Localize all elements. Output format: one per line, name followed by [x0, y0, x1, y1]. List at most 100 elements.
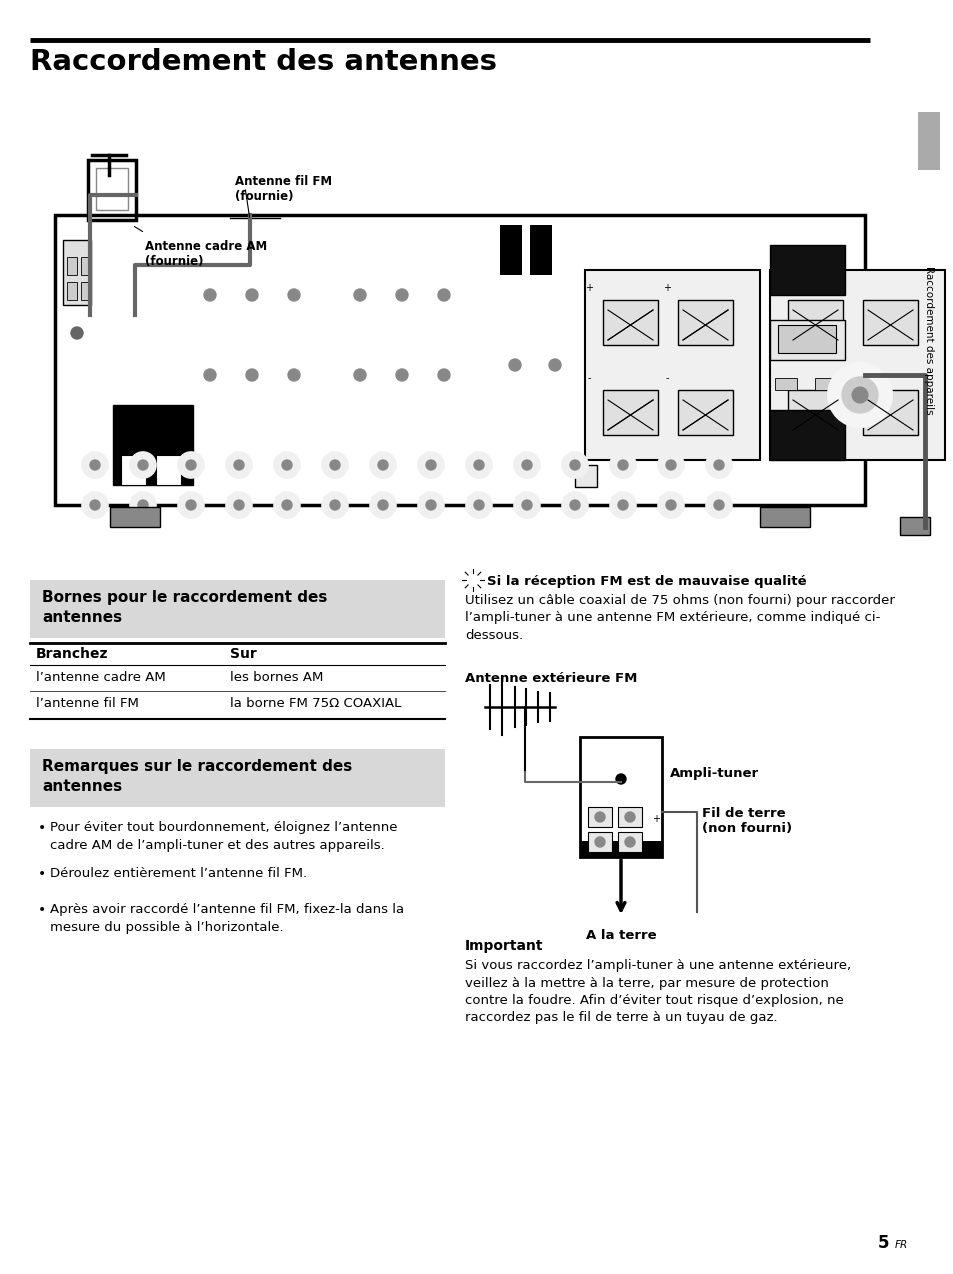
Circle shape	[90, 499, 100, 510]
Text: •: •	[38, 868, 46, 882]
Text: •: •	[38, 820, 46, 834]
Bar	[602, 390, 658, 434]
Circle shape	[282, 460, 292, 470]
Bar	[760, 507, 809, 527]
Circle shape	[395, 289, 408, 301]
Text: Raccordement des antennes: Raccordement des antennes	[30, 48, 497, 76]
Text: +: +	[651, 814, 659, 824]
Circle shape	[204, 369, 215, 381]
Circle shape	[417, 452, 443, 478]
Circle shape	[658, 452, 683, 478]
Circle shape	[233, 499, 244, 510]
Circle shape	[330, 460, 339, 470]
Bar	[81, 282, 91, 299]
Bar	[787, 390, 842, 434]
Bar	[862, 299, 917, 345]
Bar	[63, 240, 91, 304]
Circle shape	[138, 499, 148, 510]
Circle shape	[474, 460, 483, 470]
Text: Raccordement des appareils: Raccordement des appareils	[923, 266, 933, 414]
Circle shape	[178, 452, 204, 478]
Bar	[587, 806, 612, 827]
Circle shape	[370, 492, 395, 519]
Text: Antenne cadre AM
(fournie): Antenne cadre AM (fournie)	[145, 240, 267, 268]
Text: •: •	[38, 903, 46, 917]
Circle shape	[322, 492, 348, 519]
Bar	[899, 517, 929, 535]
Circle shape	[274, 452, 299, 478]
Bar	[530, 225, 552, 275]
Circle shape	[624, 837, 635, 847]
Text: Bornes pour le raccordement des
antennes: Bornes pour le raccordement des antennes	[42, 590, 327, 624]
Circle shape	[246, 289, 257, 301]
Bar	[862, 390, 917, 434]
Circle shape	[705, 492, 731, 519]
Circle shape	[618, 460, 627, 470]
Circle shape	[226, 452, 252, 478]
Bar	[499, 225, 521, 275]
Circle shape	[226, 492, 252, 519]
Circle shape	[624, 812, 635, 822]
Circle shape	[274, 492, 299, 519]
Circle shape	[569, 460, 579, 470]
Circle shape	[282, 499, 292, 510]
Circle shape	[521, 499, 532, 510]
Text: les bornes AM: les bornes AM	[230, 671, 323, 684]
Circle shape	[354, 369, 366, 381]
Circle shape	[204, 289, 215, 301]
Text: Fil de terre
(non fourni): Fil de terre (non fourni)	[701, 806, 791, 834]
Bar	[110, 507, 160, 527]
Circle shape	[130, 452, 156, 478]
Circle shape	[595, 837, 604, 847]
Bar	[96, 168, 128, 210]
Circle shape	[521, 460, 532, 470]
Bar	[778, 325, 835, 353]
Bar	[678, 299, 732, 345]
Circle shape	[827, 363, 891, 427]
Circle shape	[618, 499, 627, 510]
Circle shape	[514, 452, 539, 478]
Circle shape	[569, 499, 579, 510]
Bar	[112, 405, 193, 485]
Circle shape	[82, 452, 108, 478]
Circle shape	[417, 492, 443, 519]
Bar	[67, 282, 77, 299]
Bar	[30, 749, 444, 806]
Bar	[55, 215, 864, 505]
Bar	[774, 378, 796, 390]
Bar	[787, 299, 842, 345]
Circle shape	[713, 460, 723, 470]
Text: -: -	[587, 373, 590, 383]
Bar	[156, 455, 181, 485]
Bar	[584, 270, 760, 460]
Circle shape	[851, 387, 867, 403]
Circle shape	[426, 460, 436, 470]
Circle shape	[548, 359, 560, 371]
Text: la borne FM 75Ω COAXIAL: la borne FM 75Ω COAXIAL	[230, 697, 401, 710]
Circle shape	[465, 452, 492, 478]
Circle shape	[233, 460, 244, 470]
Text: l’antenne fil FM: l’antenne fil FM	[36, 697, 139, 710]
Text: −: −	[651, 840, 659, 848]
Bar	[587, 832, 612, 852]
Circle shape	[90, 460, 100, 470]
Circle shape	[395, 369, 408, 381]
Bar	[579, 736, 661, 857]
Circle shape	[658, 492, 683, 519]
Circle shape	[841, 377, 877, 413]
Text: +: +	[662, 283, 670, 293]
Circle shape	[186, 460, 195, 470]
Circle shape	[465, 492, 492, 519]
Circle shape	[370, 452, 395, 478]
Bar	[618, 832, 641, 852]
Circle shape	[713, 499, 723, 510]
Circle shape	[705, 452, 731, 478]
Text: Important: Important	[464, 939, 543, 953]
Text: A la terre: A la terre	[585, 929, 656, 941]
Circle shape	[595, 812, 604, 822]
Circle shape	[437, 289, 450, 301]
Text: +: +	[584, 283, 593, 293]
Text: Utilisez un câble coaxial de 75 ohms (non fourni) pour raccorder
l’ampli-tuner à: Utilisez un câble coaxial de 75 ohms (no…	[464, 594, 894, 642]
Text: Ampli-tuner: Ampli-tuner	[669, 767, 759, 780]
Text: Antenne extérieure FM: Antenne extérieure FM	[464, 671, 637, 685]
